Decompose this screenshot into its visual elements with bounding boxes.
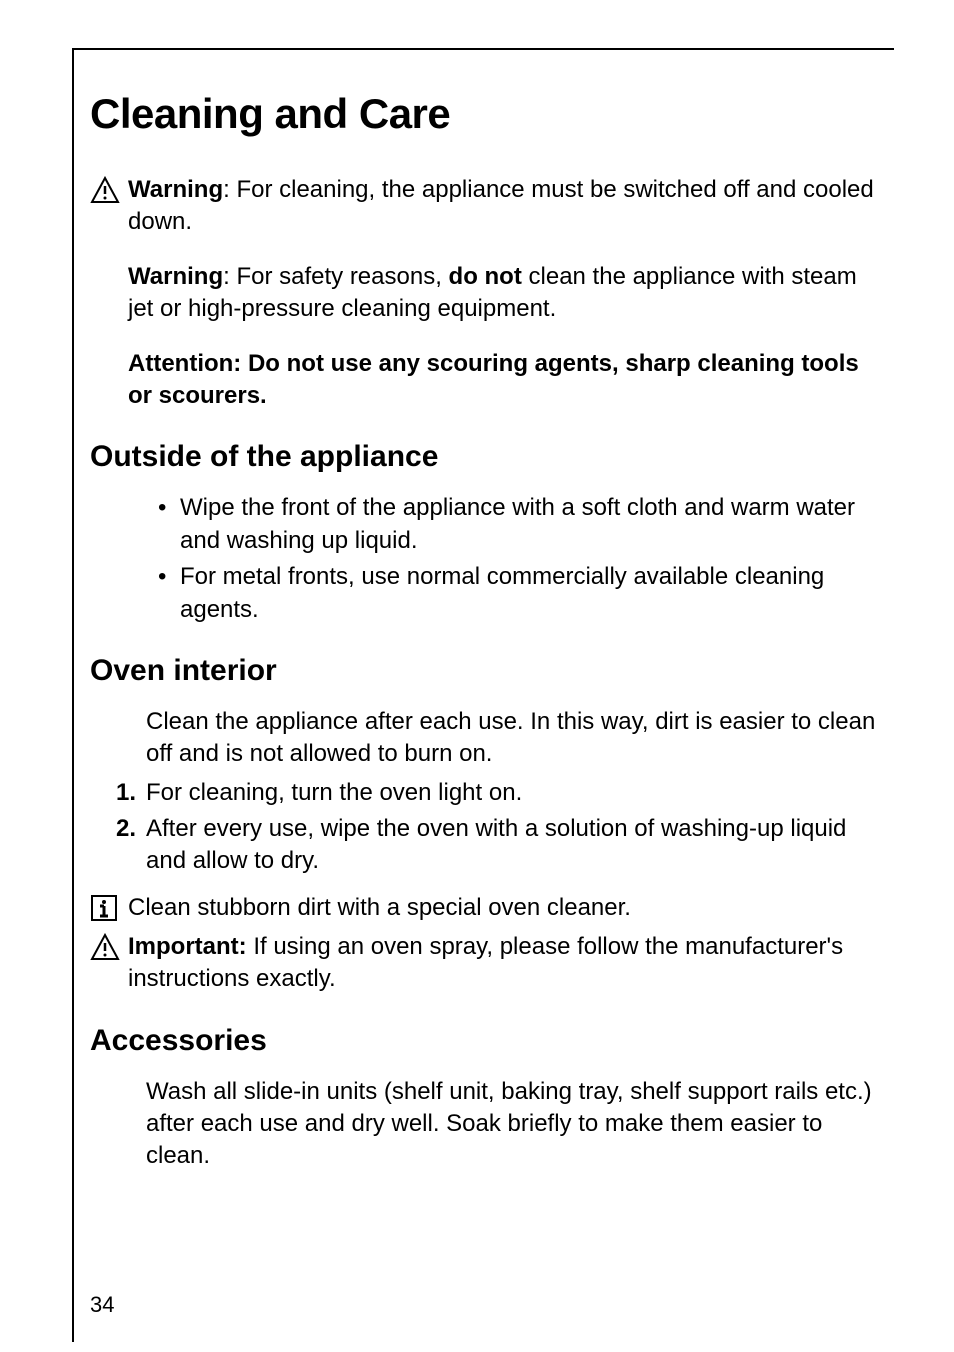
important-label: Important: — [128, 933, 247, 960]
warning-label: Warning — [128, 176, 223, 203]
info-box-icon — [90, 894, 128, 927]
page-left-border — [72, 48, 74, 1342]
step-number-1: 1. — [116, 777, 146, 809]
important-text-block: Important: If using an oven spray, pleas… — [128, 931, 884, 996]
section-interior-title: Oven interior — [90, 654, 884, 688]
warning-triangle-icon — [90, 176, 128, 209]
list-item: 1. For cleaning, turn the oven light on. — [116, 777, 884, 809]
outside-bullet-list: • Wipe the front of the appliance with a… — [158, 492, 884, 626]
outside-bullet-2: For metal fronts, use normal commerciall… — [180, 561, 884, 626]
accessories-text: Wash all slide-in units (shelf unit, bak… — [146, 1076, 884, 1173]
bullet-icon: • — [158, 561, 180, 626]
warning-1-body: : For cleaning, the appliance must be sw… — [128, 176, 874, 235]
info-text: Clean stubborn dirt with a special oven … — [128, 892, 884, 924]
interior-intro: Clean the appliance after each use. In t… — [146, 706, 884, 771]
section-accessories-title: Accessories — [90, 1024, 884, 1058]
important-row: Important: If using an oven spray, pleas… — [90, 931, 884, 996]
warning-block-1: Warning: For cleaning, the appliance mus… — [90, 174, 884, 239]
warning-triangle-icon — [90, 933, 128, 966]
attention-text: Attention: Do not use any scouring agent… — [128, 348, 884, 413]
page-title: Cleaning and Care — [90, 90, 884, 138]
warning-2-donot: do not — [449, 263, 522, 290]
warning-1-text: Warning: For cleaning, the appliance mus… — [128, 174, 884, 239]
page-number: 34 — [90, 1292, 114, 1318]
list-item: • For metal fronts, use normal commercia… — [158, 561, 884, 626]
warning-2-text: Warning: For safety reasons, do not clea… — [128, 261, 884, 326]
page-content: Cleaning and Care Warning: For cleaning,… — [90, 90, 884, 1173]
info-row: Clean stubborn dirt with a special oven … — [90, 892, 884, 927]
outside-bullet-1: Wipe the front of the appliance with a s… — [180, 492, 884, 557]
step-1-text: For cleaning, turn the oven light on. — [146, 777, 884, 809]
step-2-text: After every use, wipe the oven with a so… — [146, 813, 884, 878]
section-outside-title: Outside of the appliance — [90, 440, 884, 474]
step-number-2: 2. — [116, 813, 146, 878]
warning-2-label: Warning — [128, 263, 223, 290]
list-item: 2. After every use, wipe the oven with a… — [116, 813, 884, 878]
warning-2-before: : For safety reasons, — [223, 263, 448, 290]
list-item: • Wipe the front of the appliance with a… — [158, 492, 884, 557]
bullet-icon: • — [158, 492, 180, 557]
